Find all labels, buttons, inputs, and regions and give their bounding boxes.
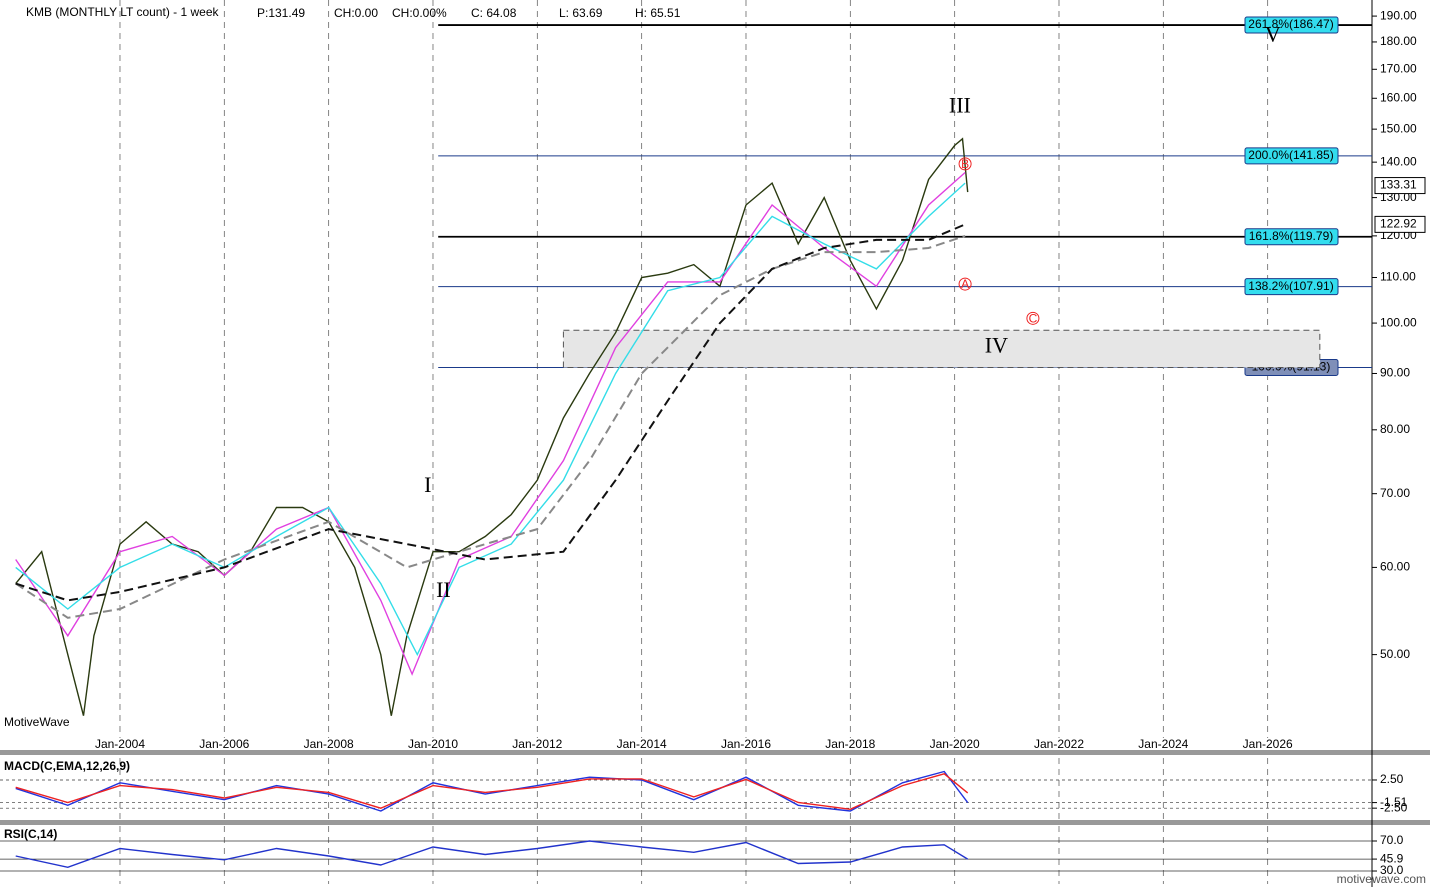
y-tick-label: 2.50	[1380, 772, 1404, 786]
wave-circle	[958, 277, 972, 291]
y-tick-label: 150.00	[1380, 121, 1417, 135]
y-tick-label: 180.00	[1380, 34, 1417, 48]
wave-label: III	[949, 92, 971, 117]
y-tick-label: 110.00	[1380, 270, 1416, 284]
y-tick-label: 160.00	[1380, 90, 1417, 104]
footer: motivewave.com	[1337, 872, 1426, 886]
y-tick-label: 45.9	[1380, 851, 1404, 865]
wave-sub-label: C	[1029, 311, 1038, 325]
wave-label: IV	[985, 333, 1008, 358]
series-line	[15, 171, 966, 676]
y-tick-label: 170.00	[1380, 61, 1417, 75]
x-tick-label: Jan-2010	[408, 737, 458, 751]
fib-label-box	[1244, 147, 1339, 165]
fib-label: 161.8%(119.79)	[1249, 229, 1334, 243]
y-tick-label: 70.0	[1380, 833, 1404, 847]
fib-label-box	[1244, 16, 1339, 34]
wave-circle	[1026, 311, 1040, 325]
y-tick-label: 90.00	[1380, 366, 1410, 380]
fib-label: 200.0%(141.85)	[1248, 148, 1333, 162]
x-tick-label: Jan-2022	[1034, 737, 1084, 751]
x-tick-label: Jan-2020	[930, 737, 980, 751]
y-tick-label: 30.0	[1380, 863, 1404, 877]
chart-title: KMB (MONTHLY LT count) - 1 week	[26, 5, 219, 19]
wave-label: V	[1265, 22, 1281, 47]
series-line	[15, 182, 966, 657]
price-label-box	[1374, 177, 1426, 195]
y-tick-label: 60.00	[1380, 560, 1410, 574]
wave-label: II	[436, 577, 451, 602]
series-line	[15, 773, 969, 811]
series-line	[15, 223, 966, 602]
x-tick-label: Jan-2024	[1138, 737, 1188, 751]
y-tick-label: 100.00	[1380, 315, 1417, 329]
price-label-box	[1374, 215, 1426, 233]
x-tick-label: Jan-2008	[304, 737, 354, 751]
wave-label: I	[424, 472, 431, 497]
x-tick-label: Jan-2018	[825, 737, 875, 751]
series-line	[15, 840, 969, 869]
y-tick-label: 190.00	[1380, 8, 1417, 22]
wave-sub-label: A	[961, 277, 969, 291]
x-tick-label: Jan-2016	[721, 737, 771, 751]
separator	[0, 750, 1430, 755]
header-stat: H: 65.51	[635, 6, 681, 20]
header-stat: C: 64.08	[471, 6, 517, 20]
fib-label-box	[1244, 278, 1339, 296]
fib-label: 138.2%(107.91)	[1248, 279, 1333, 293]
series-line	[15, 137, 969, 716]
header-stat: P:131.49	[257, 6, 305, 20]
header-stat: CH:0.00	[334, 6, 378, 20]
x-tick-label: Jan-2014	[617, 737, 667, 751]
fib-label: 261.8%(186.47)	[1248, 17, 1333, 31]
fib-label-box	[1244, 228, 1339, 246]
y-tick-label: -1.51	[1380, 795, 1408, 809]
x-tick-label: Jan-2026	[1243, 737, 1293, 751]
y-tick-label: 70.00	[1380, 486, 1410, 500]
y-tick-label: 50.00	[1380, 647, 1410, 661]
series-line	[15, 234, 966, 619]
y-tick-label: 80.00	[1380, 422, 1410, 436]
pane-title: RSI(C,14)	[4, 827, 57, 841]
pane-title: MACD(C,EMA,12,26,9)	[4, 759, 130, 773]
price-label: 122.92	[1380, 217, 1417, 231]
watermark: MotiveWave	[4, 715, 70, 729]
wave-circle	[958, 157, 972, 171]
header-stat: CH:0.00%	[392, 6, 447, 20]
target-zone	[562, 329, 1321, 369]
separator	[0, 820, 1430, 825]
y-tick-label: -2.50	[1380, 800, 1408, 814]
header-stat: L: 63.69	[559, 6, 603, 20]
y-tick-label: 140.00	[1380, 154, 1417, 168]
price-label: 133.31	[1380, 178, 1417, 192]
x-tick-label: Jan-2012	[512, 737, 562, 751]
x-tick-label: Jan-2006	[199, 737, 249, 751]
wave-sub-label: B	[961, 157, 969, 171]
x-tick-label: Jan-2004	[95, 737, 145, 751]
